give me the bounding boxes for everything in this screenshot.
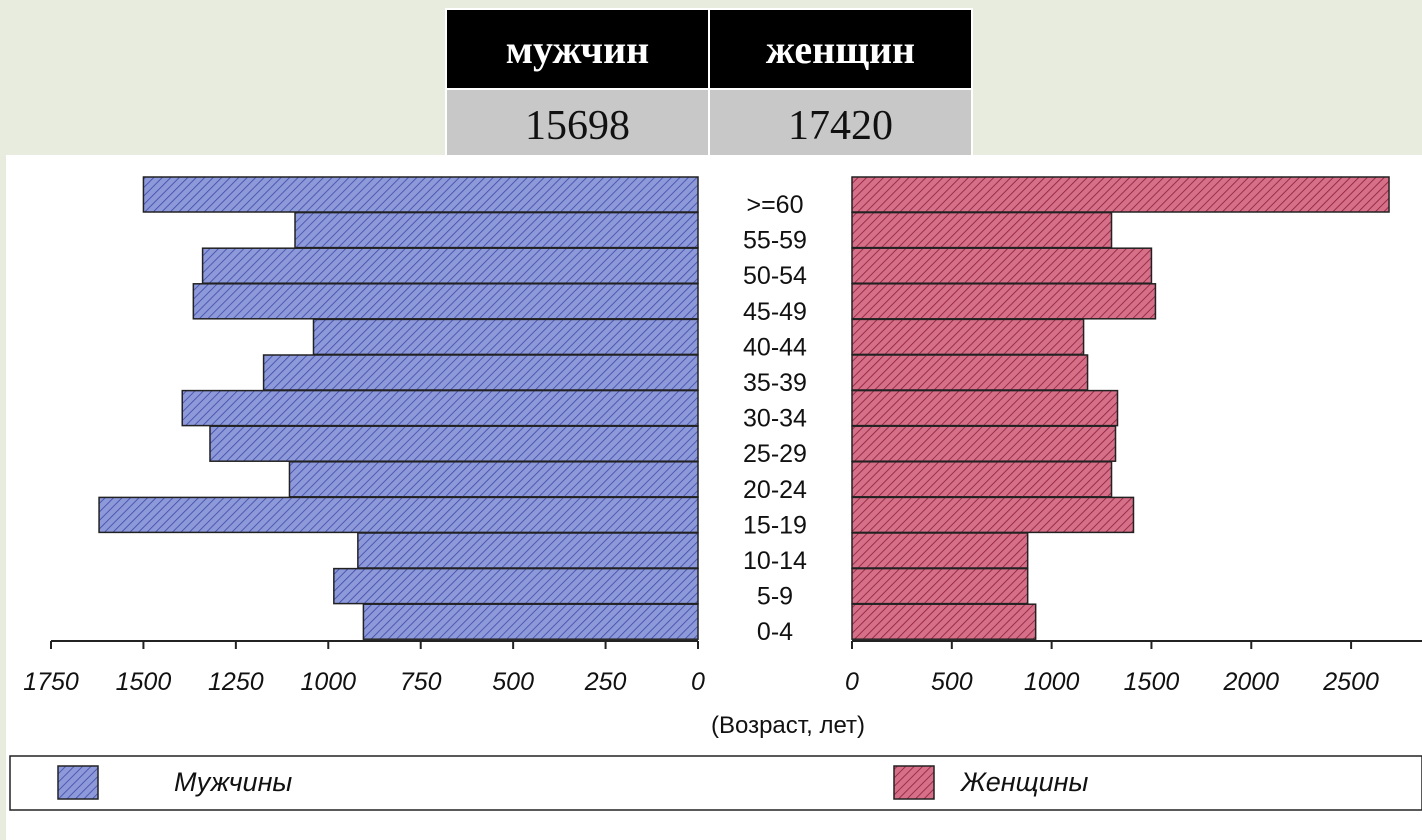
male-total: 15698: [445, 88, 710, 164]
age-label-35-39: 35-39: [743, 369, 807, 397]
left-tick-label-750: 750: [400, 668, 442, 696]
male-bar-20-24: [288, 461, 699, 498]
male-bar-10-14: [357, 532, 699, 569]
male-bar-5-9: [333, 567, 699, 605]
female-bar->=60: [851, 176, 1390, 213]
age-label-10-14: 10-14: [743, 547, 807, 575]
age-label-5-9: 5-9: [757, 583, 793, 611]
age-label-45-49: 45-49: [743, 298, 807, 326]
right-tick-label-2500: 2500: [1322, 668, 1379, 696]
male-bar-55-59: [294, 211, 699, 249]
right-tick-label-500: 500: [931, 668, 973, 696]
male-header: мужчин: [445, 8, 710, 90]
population-pyramid-chart: >=60 55-59 50-54 45-49 40-44 35-39 30-34 25-29 2…: [6, 155, 1422, 840]
male-bar-50-54: [201, 247, 699, 284]
female-bar-45-49: [851, 283, 1157, 320]
left-tick-label-1250: 1250: [208, 668, 264, 696]
female-bar-50-54: [851, 247, 1153, 284]
male-bar-35-39: [262, 354, 699, 391]
legend: Мужчины Женщины: [9, 755, 1422, 811]
age-label->=60: >=60: [746, 191, 803, 219]
female-bar-15-19: [851, 496, 1135, 534]
female-bar-5-9: [851, 567, 1029, 605]
left-tick-label-1500: 1500: [116, 668, 172, 696]
age-label-0-4: 0-4: [757, 618, 793, 646]
age-labels: >=60 55-59 50-54 45-49 40-44 35-39 30-34 25-29 2…: [743, 191, 807, 646]
right-tick-label-1500: 1500: [1124, 668, 1180, 696]
axes: 1750 1500 1250 1000 750 500 250 0 0 500 1000 1500 20…: [23, 640, 1422, 696]
female-bar-25-29: [851, 425, 1117, 462]
legend-swatch-male: [57, 765, 99, 800]
male-bar-45-49: [192, 283, 699, 320]
age-label-15-19: 15-19: [743, 511, 807, 539]
population-totals-table: мужчин женщин 15698 17420: [445, 8, 973, 164]
legend-swatch-female: [893, 765, 935, 800]
right-tick-label-1000: 1000: [1024, 668, 1080, 696]
male-bars: [98, 176, 699, 640]
age-label-20-24: 20-24: [743, 476, 807, 504]
legend-label-female: Женщины: [959, 767, 1088, 797]
left-tick-label-250: 250: [584, 668, 627, 696]
age-label-55-59: 55-59: [743, 227, 807, 255]
age-label-25-29: 25-29: [743, 440, 807, 468]
female-bar-35-39: [851, 354, 1089, 391]
female-header: женщин: [708, 8, 973, 90]
right-tick-label-2000: 2000: [1222, 668, 1279, 696]
female-bar-40-44: [851, 318, 1085, 356]
right-tick-label-0: 0: [845, 668, 859, 696]
female-total: 17420: [708, 88, 973, 164]
age-label-40-44: 40-44: [743, 333, 807, 361]
left-tick-label-1750: 1750: [23, 668, 79, 696]
male-bar-0-4: [362, 603, 699, 640]
left-tick-label-1000: 1000: [300, 668, 356, 696]
table-header-row: мужчин женщин: [445, 8, 973, 90]
age-label-50-54: 50-54: [743, 262, 807, 290]
male-bar-40-44: [312, 318, 699, 356]
female-bar-20-24: [851, 461, 1113, 498]
left-tick-label-500: 500: [492, 668, 534, 696]
chart-svg: >=60 55-59 50-54 45-49 40-44 35-39 30-34 25-29 2…: [9, 176, 1422, 811]
male-bar-25-29: [209, 425, 699, 462]
x-axis-title: (Возраст, лет): [711, 712, 865, 739]
male-bar->=60: [142, 176, 699, 213]
table-values-row: 15698 17420: [445, 88, 973, 164]
male-bar-30-34: [181, 389, 699, 427]
left-tick-label-0: 0: [691, 668, 705, 696]
female-bar-10-14: [851, 532, 1029, 569]
age-label-30-34: 30-34: [743, 405, 807, 433]
female-bar-0-4: [851, 603, 1037, 640]
male-bar-15-19: [98, 496, 699, 534]
legend-box: [9, 755, 1422, 811]
female-bars: [851, 176, 1390, 640]
female-bar-30-34: [851, 389, 1119, 427]
female-bar-55-59: [851, 211, 1113, 249]
legend-label-male: Мужчины: [174, 767, 292, 797]
